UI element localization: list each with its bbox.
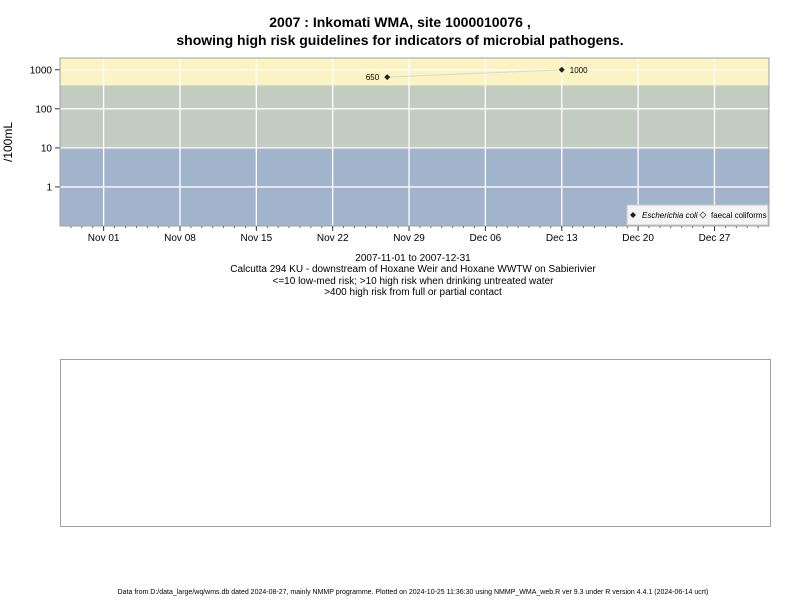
empty-plot-panel	[60, 359, 771, 527]
data-label: 1000	[570, 66, 588, 75]
legend-marker	[699, 211, 707, 219]
x-tick-label: Nov 22	[317, 233, 349, 244]
caption-date-range: 2007-11-01 to 2007-12-31	[355, 253, 471, 264]
chart-title-line-1: 2007 : Inkomati WMA, site 1000010076 ,	[269, 14, 531, 30]
legend-label: faecal coliforms	[711, 211, 767, 220]
legend-marker	[630, 212, 636, 218]
data-label: 650	[366, 73, 380, 82]
risk-band-2	[60, 58, 769, 86]
x-tick-label: Dec 27	[699, 233, 731, 244]
y-tick-label: 1000	[30, 65, 53, 76]
legend-box	[626, 204, 769, 226]
y-tick-label: 1	[46, 182, 52, 193]
plot-border	[59, 57, 770, 227]
series-line-0	[387, 69, 562, 78]
x-tick-label: Nov 01	[88, 233, 120, 244]
data-point	[558, 66, 565, 73]
data-point	[384, 74, 391, 81]
x-tick-label: Dec 13	[546, 233, 578, 244]
x-tick-label: Nov 08	[164, 233, 196, 244]
legend-label: Escherichia coli	[642, 211, 698, 220]
x-tick-label: Dec 06	[470, 233, 502, 244]
x-tick-label: Dec 20	[622, 233, 654, 244]
caption-site-description: Calcutta 294 KU - downstream of Hoxane W…	[230, 264, 596, 275]
chart-title-line-2: showing high risk guidelines for indicat…	[176, 32, 624, 48]
x-tick-label: Nov 15	[240, 233, 272, 244]
caption-drinking-risk: <=10 low-med risk; >10 high risk when dr…	[272, 276, 554, 287]
y-tick-label: 100	[35, 104, 52, 115]
footer-note: Data from D:/data_large/wq/wms.db dated …	[117, 589, 709, 596]
caption-contact-risk: >400 high risk from full or partial cont…	[324, 287, 502, 298]
y-tick-label: 10	[41, 143, 53, 154]
risk-band-1	[60, 85, 769, 148]
chart-svg: 1 10 100 1000 Nov 01 Nov 08 Nov 15 Nov 22 Nov 29…	[1, 57, 770, 244]
y-axis-label: /100mL	[1, 122, 15, 162]
x-tick-label: Nov 29	[393, 233, 425, 244]
